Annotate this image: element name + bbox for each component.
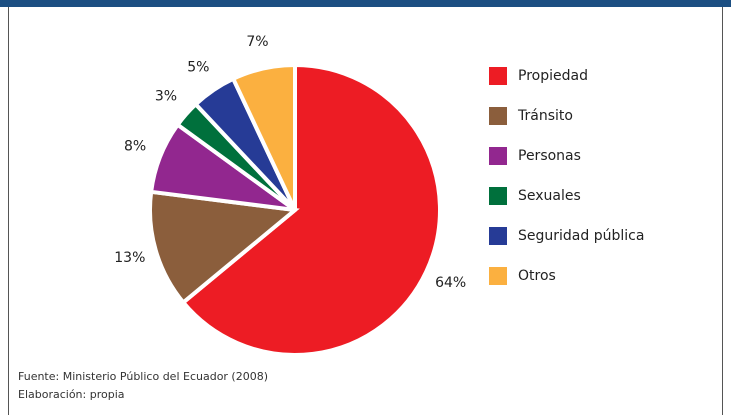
legend-swatch [489, 147, 507, 165]
slice-label: 5% [187, 60, 209, 76]
slice-label: 3% [155, 88, 177, 104]
legend-label: Otros [518, 268, 556, 284]
slice-label: 8% [124, 139, 146, 155]
legend-label: Propiedad [518, 68, 588, 84]
legend-swatch [489, 187, 507, 205]
legend-swatch [489, 227, 507, 245]
legend-swatch [489, 267, 507, 285]
pie-slice [230, 62, 297, 211]
legend-label: Seguridad pública [518, 228, 644, 244]
slice-label: 64% [435, 275, 466, 291]
pie-slice [180, 62, 442, 357]
legend-swatch [489, 107, 507, 125]
legend-label: Personas [518, 148, 581, 164]
source-note: Fuente: Ministerio Público del Ecuador (… [18, 370, 268, 383]
pie-slice [148, 189, 300, 306]
slice-label: 7% [246, 34, 268, 50]
slice-label: 13% [114, 250, 145, 266]
top-bar [0, 0, 731, 7]
legend-label: Sexuales [518, 188, 581, 204]
credit-note: Elaboración: propia [18, 388, 125, 401]
legend-swatch [489, 67, 507, 85]
legend-label: Tránsito [517, 108, 573, 124]
